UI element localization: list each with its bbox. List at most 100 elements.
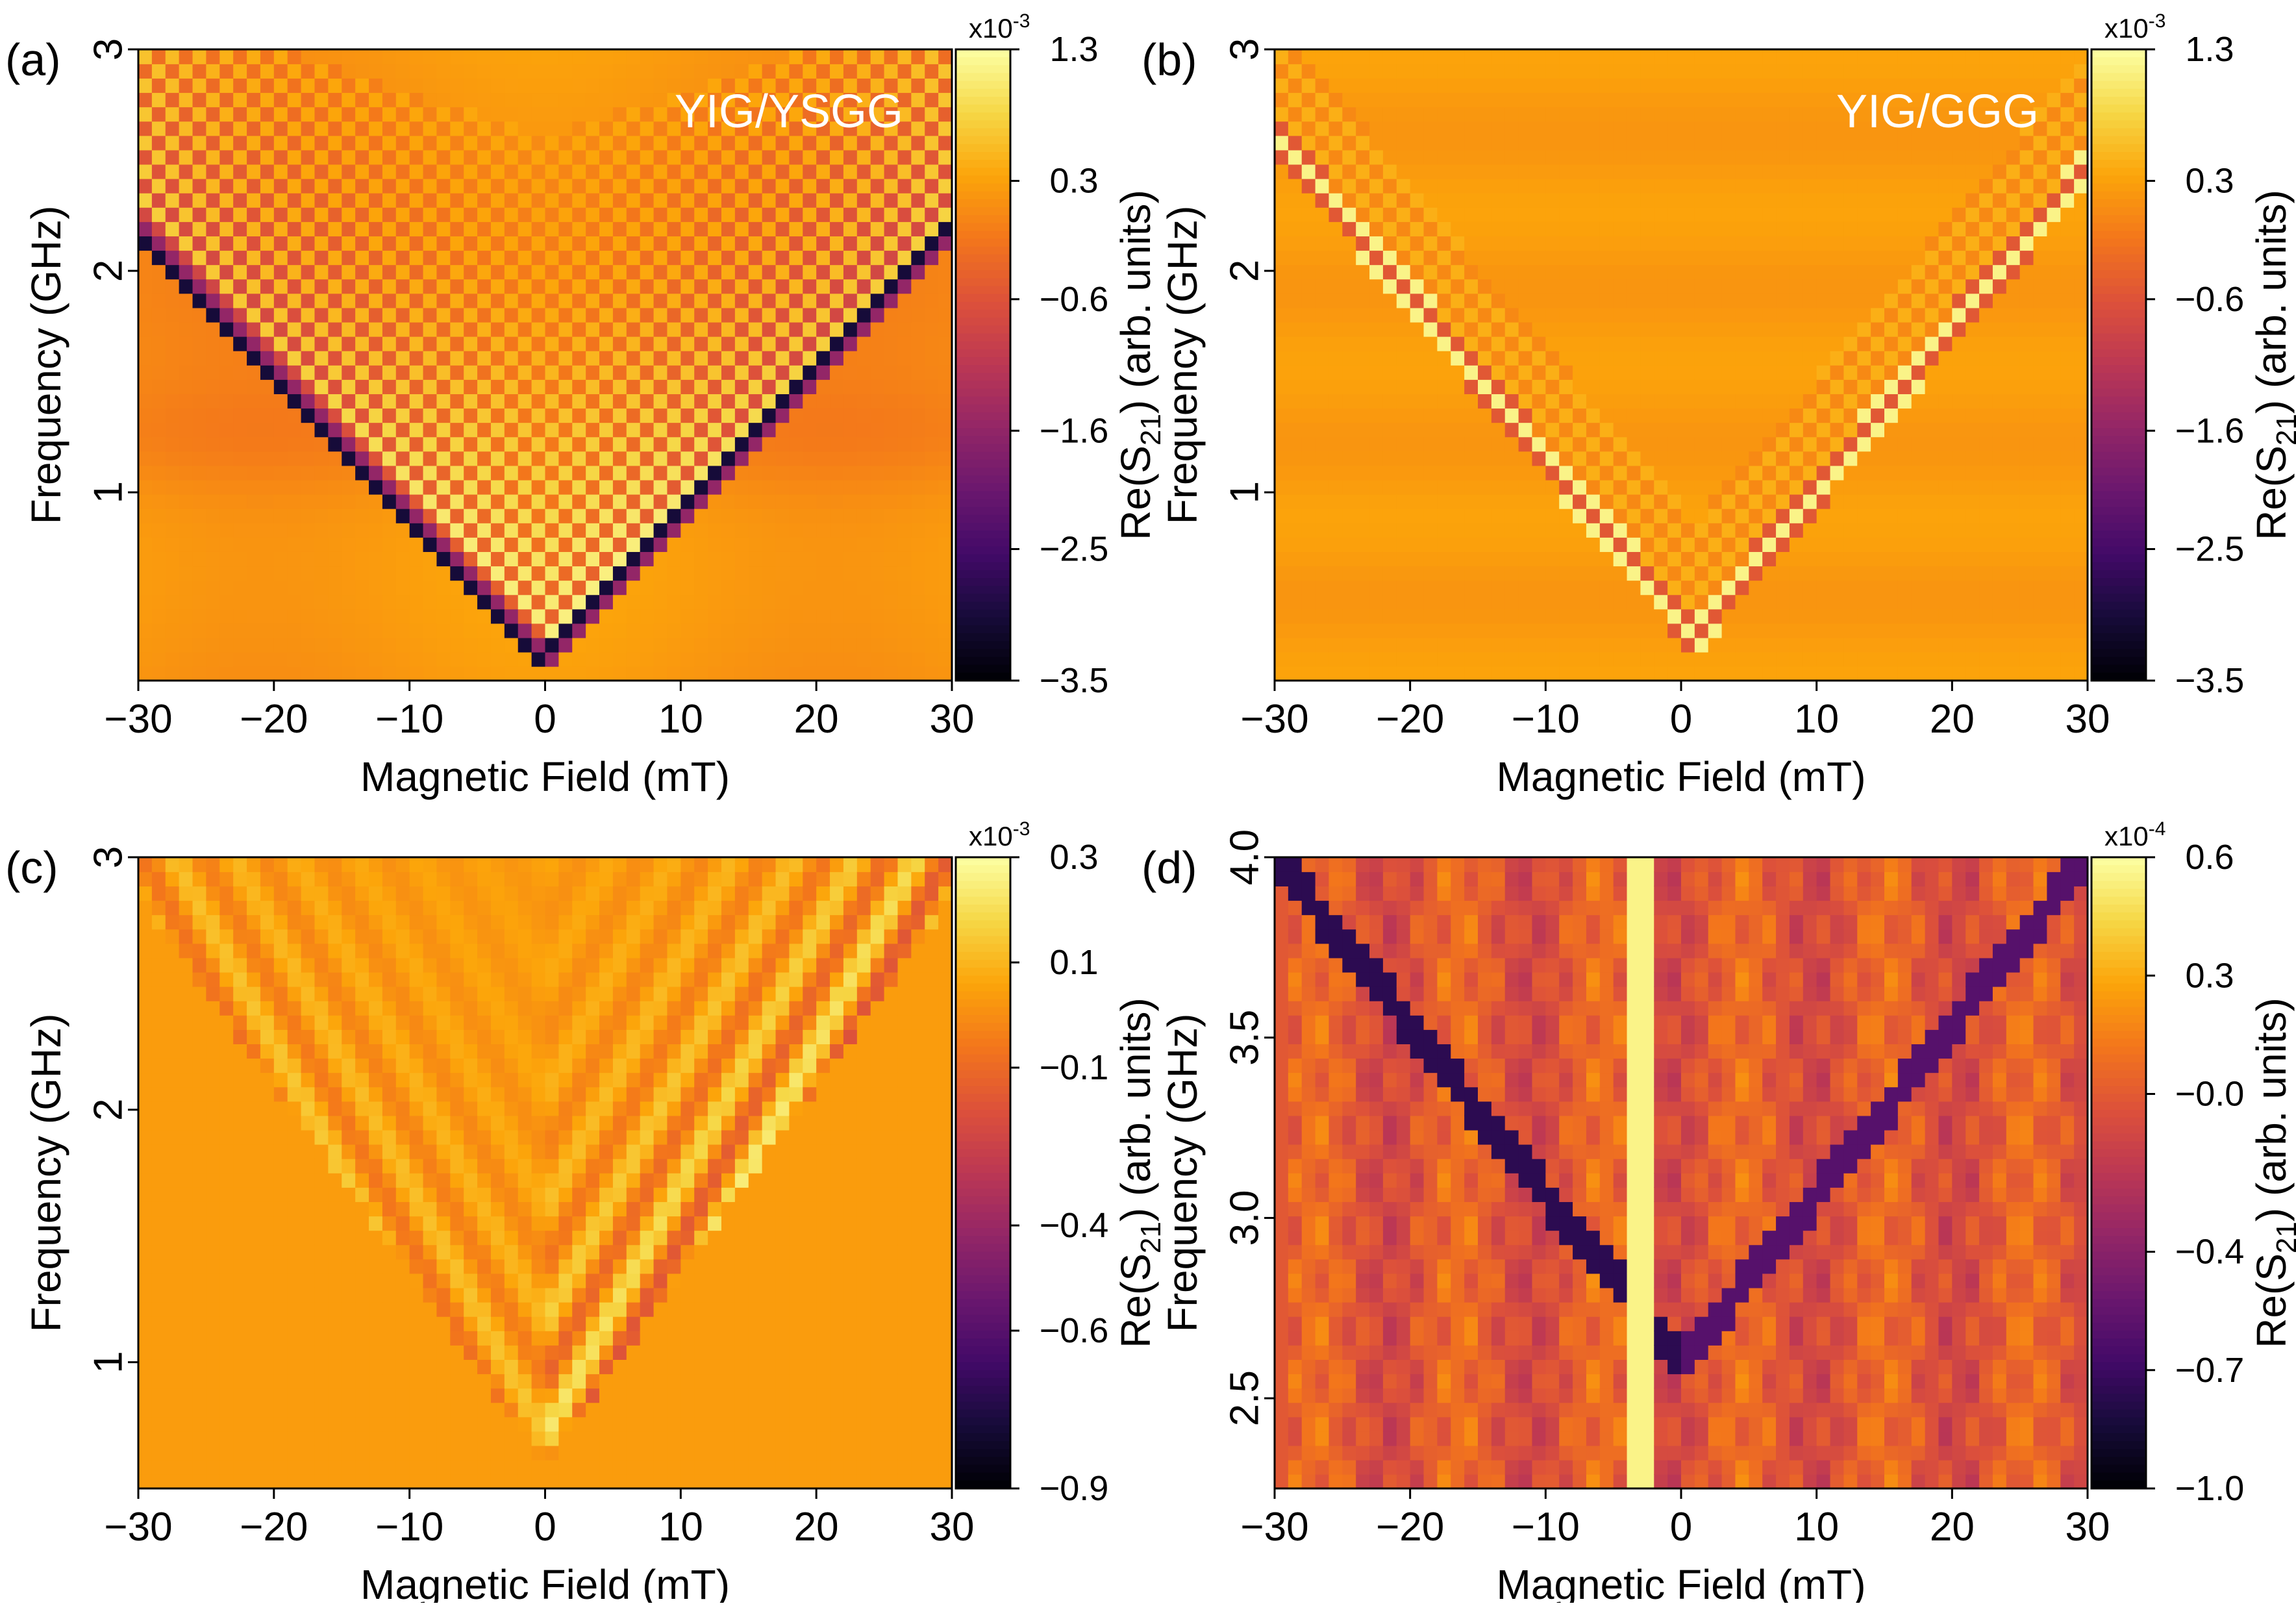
heatmap-cell xyxy=(1491,279,1506,294)
heatmap-cell xyxy=(1451,379,1465,394)
heatmap-cell xyxy=(925,537,939,552)
heatmap-cell xyxy=(1790,609,1804,624)
heatmap-cell xyxy=(762,494,777,509)
heatmap-cell xyxy=(1288,451,1303,466)
heatmap-cell xyxy=(342,279,356,294)
heatmap-cell xyxy=(206,308,220,323)
heatmap-cell xyxy=(423,150,438,165)
heatmap-cell xyxy=(491,150,505,165)
heatmap-cell xyxy=(436,394,451,408)
heatmap-cell xyxy=(369,594,383,609)
heatmap-cell xyxy=(382,609,397,624)
heatmap-cell xyxy=(545,609,560,624)
heatmap-cell xyxy=(1776,480,1790,495)
heatmap-cell xyxy=(260,322,275,337)
heatmap-cell xyxy=(518,594,532,609)
heatmap-cell xyxy=(1614,179,1628,194)
heatmap-cell xyxy=(1667,279,1682,294)
heatmap-cell xyxy=(328,294,342,308)
heatmap-cell xyxy=(1762,78,1777,93)
heatmap-cell xyxy=(911,164,925,179)
heatmap-cell xyxy=(260,207,275,222)
heatmap-cell xyxy=(423,236,438,251)
heatmap-cell xyxy=(464,322,478,337)
heatmap-cell xyxy=(708,594,722,609)
heatmap-cell xyxy=(1316,537,1330,552)
heatmap-cell xyxy=(1627,451,1641,466)
heatmap-cell xyxy=(654,537,668,552)
heatmap-cell xyxy=(654,264,668,279)
heatmap-cell xyxy=(871,49,885,64)
heatmap-cell xyxy=(1369,652,1384,667)
heatmap-cell xyxy=(1762,652,1777,667)
heatmap-cell xyxy=(694,179,708,194)
heatmap-cell xyxy=(260,121,275,136)
heatmap-cell xyxy=(627,264,641,279)
heatmap-cell xyxy=(1519,179,1533,194)
heatmap-cell xyxy=(491,609,505,624)
heatmap-cell xyxy=(1505,666,1519,681)
heatmap-cell xyxy=(1437,594,1451,609)
heatmap-cell xyxy=(1803,164,1817,179)
heatmap-cell xyxy=(1952,365,1966,380)
heatmap-cell xyxy=(911,451,925,466)
heatmap-cell xyxy=(1803,523,1817,538)
heatmap-cell xyxy=(1437,523,1451,538)
heatmap-cell xyxy=(803,666,817,681)
heatmap-cell xyxy=(1776,551,1790,566)
heatmap-cell xyxy=(627,308,641,323)
heatmap-cell xyxy=(1695,294,1709,308)
heatmap-cell xyxy=(301,451,316,466)
heatmap-cell xyxy=(1667,193,1682,208)
heatmap-cell xyxy=(871,551,885,566)
heatmap-cell xyxy=(1776,379,1790,394)
heatmap-cell xyxy=(1464,537,1479,552)
heatmap-cell xyxy=(1288,322,1303,337)
heatmap-cell xyxy=(1627,49,1641,64)
heatmap-cell xyxy=(1952,551,1966,566)
heatmap-cell xyxy=(749,652,763,667)
heatmap-cell xyxy=(518,652,532,667)
heatmap-cell xyxy=(1505,78,1519,93)
heatmap-cell xyxy=(776,480,790,495)
colorbar-swatch xyxy=(956,365,1010,373)
heatmap-cell xyxy=(1614,64,1628,79)
heatmap-cell xyxy=(382,193,397,208)
heatmap-cell xyxy=(1843,365,1858,380)
heatmap-cell xyxy=(1803,250,1817,265)
heatmap-cell xyxy=(599,365,614,380)
heatmap-cell xyxy=(206,537,220,552)
heatmap-cell xyxy=(166,221,180,236)
heatmap-cell xyxy=(179,594,193,609)
heatmap-cell xyxy=(355,609,369,624)
heatmap-cell xyxy=(1397,336,1411,351)
heatmap-cell xyxy=(762,351,777,366)
heatmap-cell xyxy=(1830,480,1845,495)
heatmap-cell xyxy=(1532,264,1546,279)
heatmap-cell xyxy=(640,422,655,437)
heatmap-cell xyxy=(1627,551,1641,566)
heatmap-cell xyxy=(1735,64,1749,79)
heatmap-cell xyxy=(857,394,871,408)
heatmap-cell xyxy=(1735,580,1749,595)
heatmap-cell xyxy=(152,308,166,323)
heatmap-cell xyxy=(1925,179,1940,194)
heatmap-cell xyxy=(1843,179,1858,194)
heatmap-cell xyxy=(1369,336,1384,351)
heatmap-cell xyxy=(1925,609,1940,624)
heatmap-cell xyxy=(1369,136,1384,151)
heatmap-cell xyxy=(532,480,546,495)
heatmap-cell xyxy=(288,294,302,308)
heatmap-cell xyxy=(1614,594,1628,609)
heatmap-cell xyxy=(1369,351,1384,366)
heatmap-cell xyxy=(233,294,247,308)
heatmap-cell xyxy=(708,508,722,523)
heatmap-cell xyxy=(518,623,532,638)
heatmap-cell xyxy=(219,480,234,495)
heatmap-cell xyxy=(1681,523,1695,538)
heatmap-cell xyxy=(1437,566,1451,581)
heatmap-cell xyxy=(423,594,438,609)
heatmap-cell xyxy=(884,638,899,653)
heatmap-cell xyxy=(1681,494,1695,509)
heatmap-cell xyxy=(1708,451,1723,466)
